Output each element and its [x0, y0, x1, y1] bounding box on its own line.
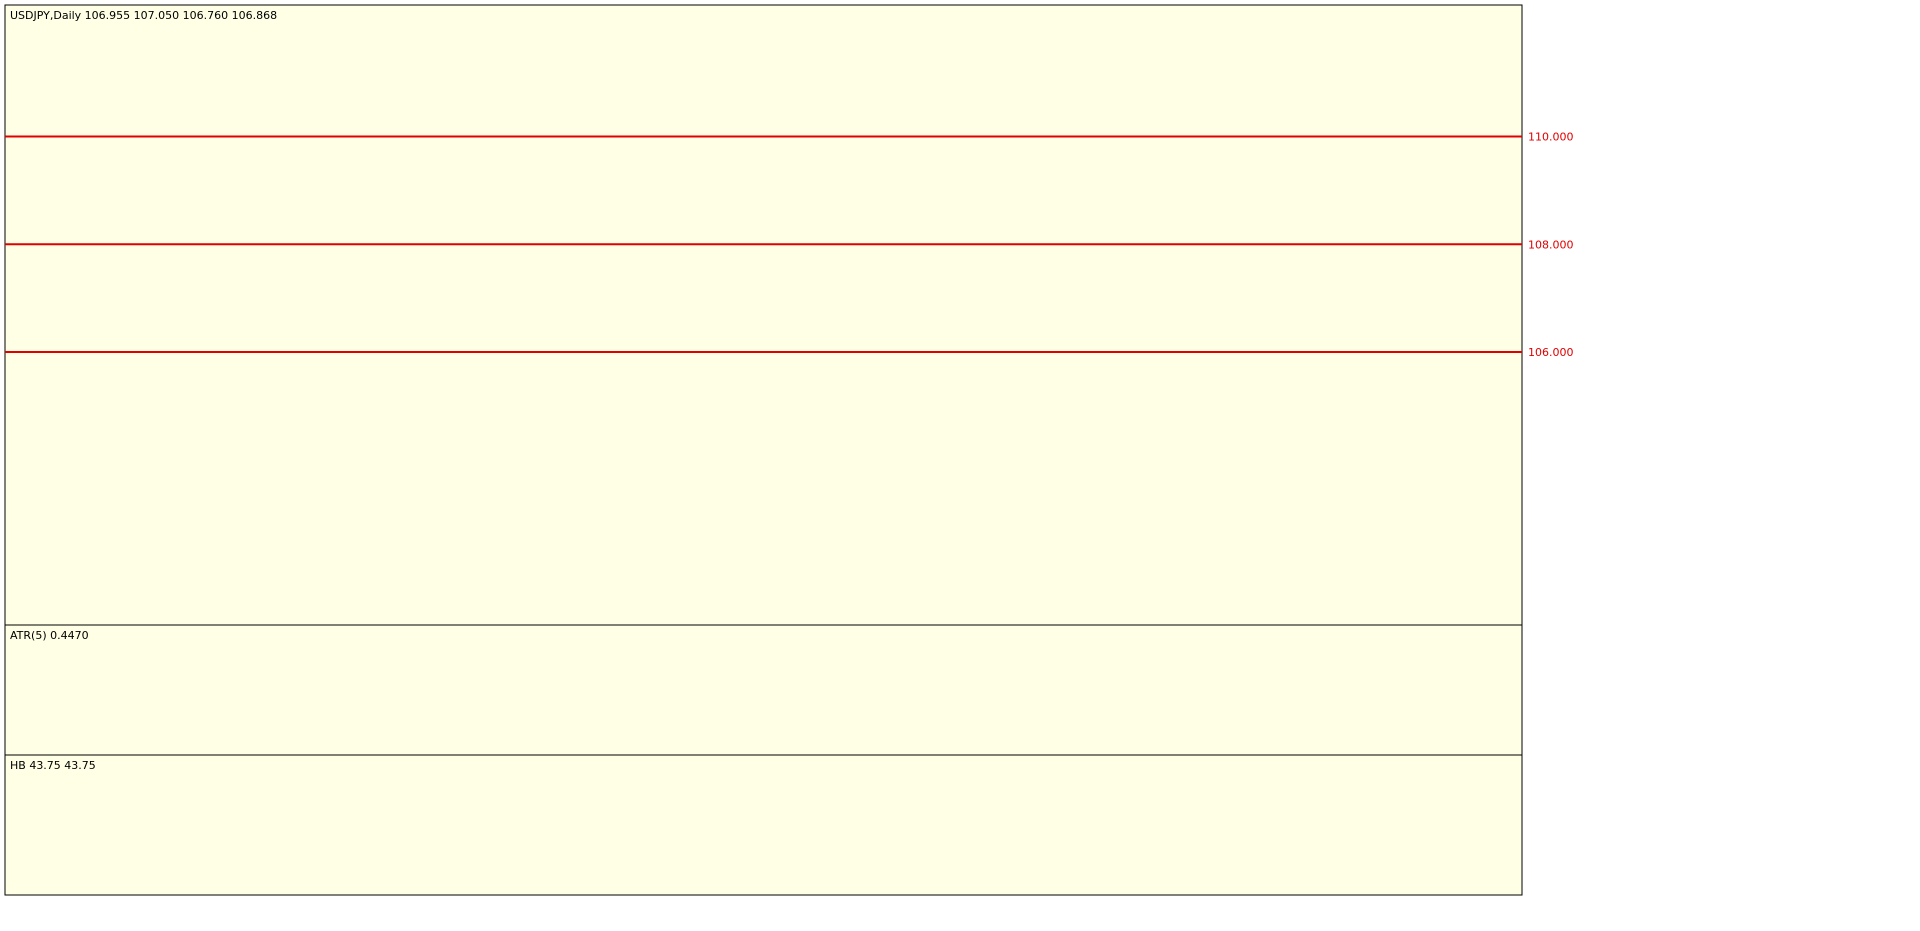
atr-title: ATR(5) 0.4470	[10, 629, 89, 642]
chart-title: USDJPY,Daily 106.955 107.050 106.760 106…	[10, 9, 277, 22]
hb-title: HB 43.75 43.75	[10, 759, 96, 772]
level-label: 108.000	[1528, 238, 1574, 251]
level-label: 106.000	[1528, 346, 1574, 359]
panel-bg	[4, 624, 1523, 756]
level-label: 110.000	[1528, 130, 1574, 143]
panel-bg	[4, 754, 1523, 896]
panel-bg	[4, 4, 1523, 626]
